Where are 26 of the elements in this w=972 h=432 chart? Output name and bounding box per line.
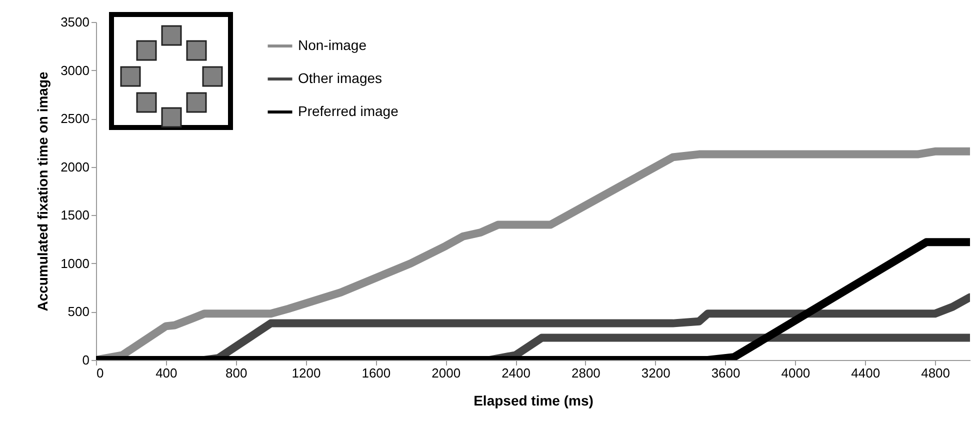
legend-label: Non-image [298, 37, 367, 53]
y-tick-label: 2500 [60, 111, 90, 126]
y-tick-label: 3000 [60, 62, 90, 78]
x-tick-label: 4400 [851, 366, 880, 380]
x-tick-label: 2800 [571, 366, 600, 380]
legend-label: Other images [298, 70, 382, 86]
y-tick-label: 3500 [60, 14, 90, 30]
x-tick-label: 0 [96, 366, 104, 380]
x-tick-label: 4800 [921, 366, 950, 380]
y-tick-label: 2000 [60, 159, 90, 174]
y-tick-label: 0 [82, 352, 90, 368]
y-tick-label: 1500 [60, 208, 90, 223]
x-tick-label: 2400 [502, 366, 530, 380]
x-tick-label: 4000 [781, 366, 810, 380]
y-axis-title: Accumulated fixation time on image [34, 71, 51, 312]
y-tick-label: 1000 [60, 256, 90, 271]
x-tick-label: 400 [156, 366, 178, 380]
x-tick-label: 1600 [362, 366, 391, 380]
x-tick-label: 3600 [711, 366, 740, 380]
y-tick-label: 500 [68, 304, 90, 320]
x-tick-label: 1200 [292, 366, 321, 380]
x-tick-label: 800 [225, 366, 248, 380]
x-tick-label: 3200 [641, 366, 670, 380]
x-tick-label: 2000 [432, 366, 461, 380]
x-axis-title: Elapsed time (ms) [474, 392, 594, 408]
legend-label: Preferred image [298, 103, 399, 119]
